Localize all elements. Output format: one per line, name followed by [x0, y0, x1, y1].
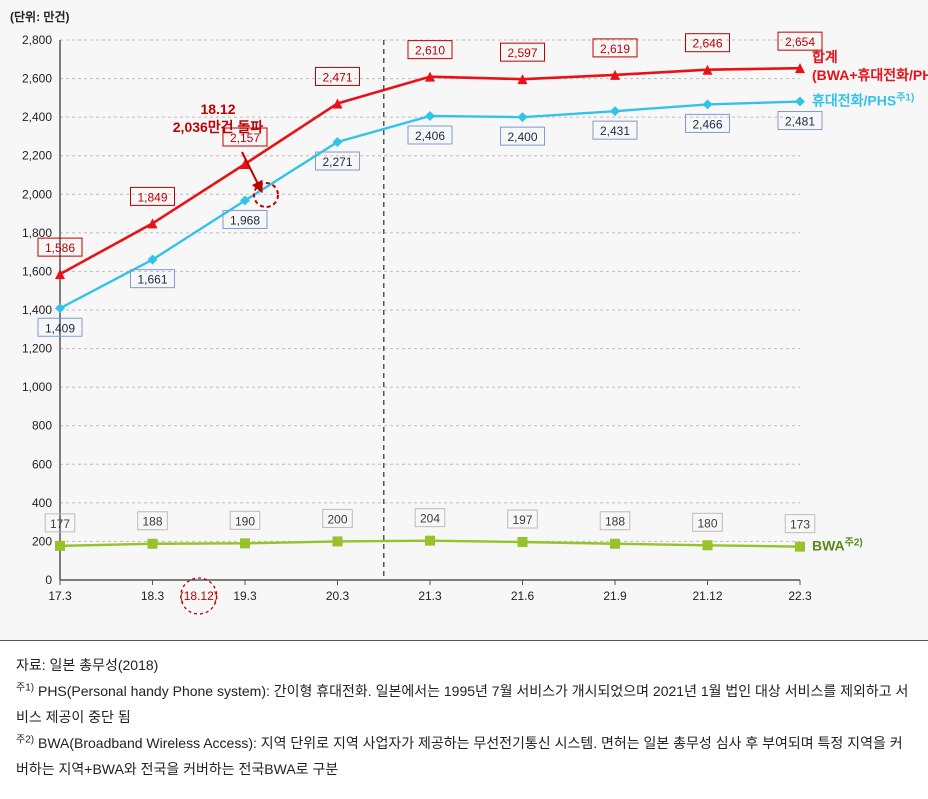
svg-text:190: 190	[235, 514, 255, 528]
svg-text:2,481: 2,481	[785, 115, 815, 129]
svg-text:2,471: 2,471	[322, 70, 352, 84]
svg-text:1,200: 1,200	[22, 342, 52, 356]
legend-1: 휴대전화/PHS주1)	[812, 91, 914, 109]
footnote-1-text: PHS(Personal handy Phone system): 간이형 휴대…	[16, 683, 908, 725]
svg-text:2,800: 2,800	[22, 33, 52, 47]
series-BWA주2): 177 188 190 200 204 197 188 180 173	[45, 509, 815, 552]
svg-text:20.3: 20.3	[326, 589, 350, 603]
svg-text:1,400: 1,400	[22, 303, 52, 317]
svg-text:2,431: 2,431	[600, 124, 630, 138]
svg-text:18.122,036만건 돌파: 18.122,036만건 돌파	[173, 101, 264, 135]
svg-text:2,400: 2,400	[22, 110, 52, 124]
footnote-1: 주1) PHS(Personal handy Phone system): 간이…	[16, 679, 912, 731]
svg-text:1,661: 1,661	[137, 273, 167, 287]
legend-0: (BWA+휴대전화/PHS)	[812, 67, 928, 83]
svg-text:188: 188	[142, 515, 162, 529]
svg-text:2,000: 2,000	[22, 187, 52, 201]
svg-text:22.3: 22.3	[788, 589, 812, 603]
svg-text:400: 400	[32, 496, 52, 510]
series-휴대전화/PHS주1): 1,409 1,661 1,968 2,271 2,406 2,400 2,431 2,466…	[38, 97, 822, 337]
footnote-1-sup: 주1)	[16, 682, 34, 693]
svg-text:173: 173	[790, 518, 810, 532]
footnotes: 자료: 일본 총무성(2018) 주1) PHS(Personal handy …	[0, 640, 928, 796]
svg-text:0: 0	[45, 573, 52, 587]
svg-text:2,200: 2,200	[22, 149, 52, 163]
footnote-2: 주2) BWA(Broadband Wireless Access): 지역 단…	[16, 731, 912, 783]
svg-text:200: 200	[32, 534, 52, 548]
svg-text:17.3: 17.3	[48, 589, 72, 603]
svg-text:204: 204	[420, 512, 440, 526]
chart-svg: 02004006008001,0001,2001,4001,6001,8002,…	[0, 0, 928, 640]
legend-2: BWA주2)	[812, 536, 863, 554]
unit-label: (단위: 만건)	[10, 8, 69, 25]
footnote-2-sup: 주2)	[16, 734, 34, 745]
svg-text:197: 197	[512, 513, 532, 527]
svg-text:21.3: 21.3	[418, 589, 442, 603]
svg-text:1,849: 1,849	[137, 190, 167, 204]
svg-text:2,406: 2,406	[415, 129, 445, 143]
figure-container: (단위: 만건) 0 200 400 600 800 1,000 1,200 1,400 1,6…	[0, 0, 928, 796]
svg-text:21.9: 21.9	[603, 589, 627, 603]
svg-text:2,466: 2,466	[692, 117, 722, 131]
svg-text:21.6: 21.6	[511, 589, 535, 603]
svg-text:2,600: 2,600	[22, 72, 52, 86]
svg-text:(18.12): (18.12)	[180, 589, 218, 603]
footnote-2-text: BWA(Broadband Wireless Access): 지역 단위로 지…	[16, 735, 903, 777]
svg-text:188: 188	[605, 515, 625, 529]
svg-text:200: 200	[327, 512, 347, 526]
svg-text:2,654: 2,654	[785, 35, 815, 49]
source-line: 자료: 일본 총무성(2018)	[16, 653, 912, 679]
svg-text:1,968: 1,968	[230, 213, 260, 227]
chart-area: (단위: 만건) 0 200 400 600 800 1,000 1,200 1,400 1,6…	[0, 0, 928, 640]
svg-text:19.3: 19.3	[233, 589, 257, 603]
svg-text:600: 600	[32, 457, 52, 471]
svg-text:800: 800	[32, 419, 52, 433]
svg-text:2,646: 2,646	[692, 37, 722, 51]
legend-0: 합계	[812, 49, 838, 65]
svg-text:2,619: 2,619	[600, 42, 630, 56]
svg-text:1,409: 1,409	[45, 321, 75, 335]
svg-text:180: 180	[697, 516, 717, 530]
svg-text:2,610: 2,610	[415, 44, 445, 58]
svg-text:1,000: 1,000	[22, 380, 52, 394]
svg-text:18.3: 18.3	[141, 589, 165, 603]
svg-text:177: 177	[50, 517, 70, 531]
svg-text:1,586: 1,586	[45, 241, 75, 255]
svg-text:2,597: 2,597	[507, 46, 537, 60]
svg-text:2,400: 2,400	[507, 130, 537, 144]
svg-text:21.12: 21.12	[692, 589, 722, 603]
svg-text:2,271: 2,271	[322, 155, 352, 169]
svg-text:1,600: 1,600	[22, 264, 52, 278]
